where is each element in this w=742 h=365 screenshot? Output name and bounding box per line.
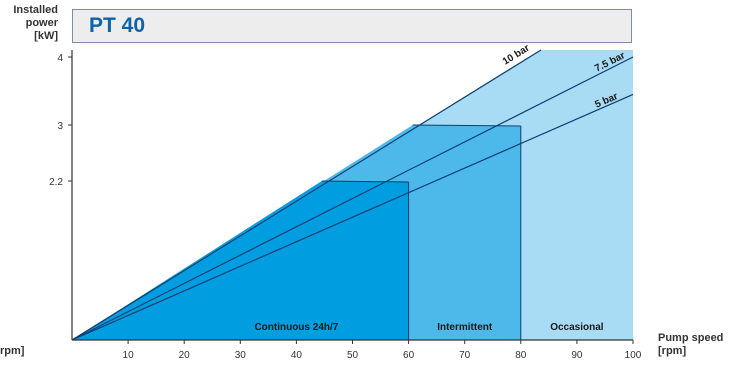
- series-line-5-bar: [71, 93, 634, 341]
- x-tick-label: 40: [291, 350, 303, 361]
- title-box: PT 40: [72, 9, 632, 43]
- x-tick-label: 80: [515, 350, 527, 361]
- x-axis-title: Pump speed [rpm]: [658, 332, 724, 357]
- y-axis-title: Installed power [kW]: [13, 4, 58, 42]
- zone-label-intermittent: Intermittent: [437, 322, 493, 333]
- x-axis-title-fragment-left: rpm]: [0, 345, 25, 357]
- chart-title: PT 40: [89, 14, 146, 37]
- zone-top-edge: [412, 124, 521, 127]
- zone-continuous: [72, 181, 409, 340]
- y-tick-label: 2.2: [49, 177, 63, 188]
- zone-label-continuous: Continuous 24h/7: [254, 322, 338, 333]
- x-tick-label: 20: [179, 350, 191, 361]
- y-tick-label: 4: [57, 53, 63, 64]
- y-tick-label: 3: [57, 121, 63, 132]
- series-line-7-5-bar: [71, 56, 634, 341]
- x-tick-label: 100: [625, 350, 642, 361]
- zone-top-edge: [321, 180, 409, 183]
- zone-label-occasional: Occasional: [550, 322, 604, 333]
- x-tick-label: 90: [571, 350, 583, 361]
- x-tick-label: 60: [403, 350, 415, 361]
- x-tick-label: 30: [235, 350, 247, 361]
- x-tick-label: 70: [459, 350, 471, 361]
- x-tick-label: 10: [123, 350, 135, 361]
- x-tick-label: 50: [347, 350, 359, 361]
- series-line-10-bar: [71, 49, 542, 341]
